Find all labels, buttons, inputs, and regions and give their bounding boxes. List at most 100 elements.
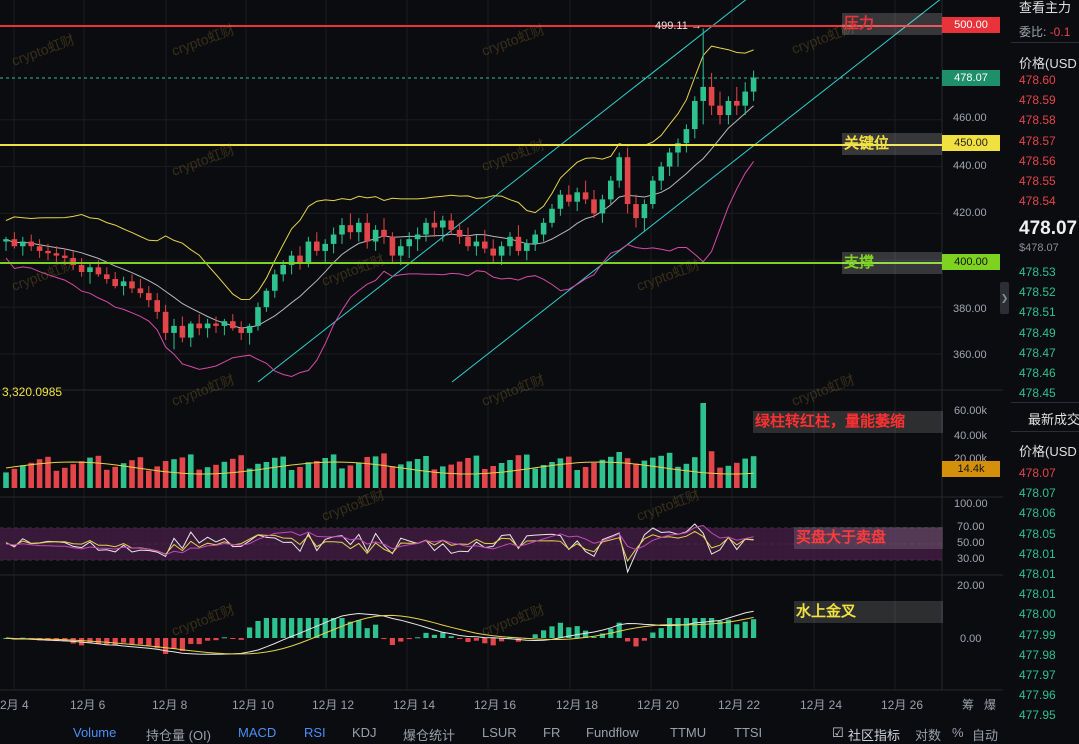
volume-bar — [36, 459, 43, 488]
bid-price-row[interactable]: 478.51 — [1019, 305, 1056, 320]
macd-bar — [263, 618, 269, 638]
volume-bar — [272, 457, 278, 488]
volume-bar — [255, 463, 261, 488]
bid-price-row[interactable]: 478.49 — [1019, 325, 1056, 340]
macd-bar — [289, 618, 295, 638]
bid-price-row[interactable]: 478.45 — [1019, 386, 1056, 401]
macd-bar — [599, 633, 605, 638]
community-indicator-icon[interactable]: ☑ — [832, 725, 844, 740]
log-scale-toggle[interactable]: 对数 — [915, 728, 942, 743]
tab-liquidation[interactable]: 爆仓统计 — [403, 728, 456, 743]
volume-bar — [675, 466, 681, 488]
candle-body — [230, 321, 236, 329]
macd-bar — [692, 618, 698, 638]
ask-price-row[interactable]: 478.57 — [1019, 133, 1056, 148]
volume-bar — [431, 469, 438, 488]
rsi-line-fast — [5, 523, 754, 574]
candle-body — [263, 290, 270, 308]
tab-kdj[interactable]: KDJ — [352, 725, 377, 740]
support-price-tag: 400.00 — [942, 254, 1000, 270]
candle-body — [146, 293, 152, 301]
macd-annotation: 水上金叉 — [794, 601, 943, 623]
percent-toggle[interactable]: % — [952, 725, 964, 740]
bid-price-row[interactable]: 478.46 — [1019, 366, 1056, 380]
candle-body — [364, 222, 370, 242]
macd-bar — [431, 634, 437, 638]
candle-body — [347, 225, 354, 233]
volume-bar — [20, 465, 26, 488]
macd-bar — [129, 638, 135, 645]
candle-body — [708, 86, 715, 106]
macd-bar — [583, 630, 589, 638]
indicator-tab-bar: Volume 持仓量 (OI) MACD RSI KDJ 爆仓统计 LSUR F… — [0, 722, 1003, 743]
price-chart-svg[interactable] — [0, 0, 1003, 743]
candle-body — [62, 255, 68, 258]
tab-fr[interactable]: FR — [543, 725, 561, 740]
volume-bar — [524, 454, 530, 488]
macd-histogram — [3, 610, 757, 655]
volume-bar — [641, 460, 648, 488]
tab-fundflow[interactable]: Fundflow — [586, 725, 639, 740]
tab-ttmu[interactable]: TTMU — [670, 725, 707, 740]
tab-lsur[interactable]: LSUR — [482, 725, 517, 740]
candle-body — [162, 311, 169, 333]
ask-price-row[interactable]: 478.54 — [1019, 194, 1056, 209]
x-tick: 12月 20 — [637, 698, 680, 712]
order-book-header[interactable]: 查看主力 — [1019, 0, 1072, 15]
rsi-tick: 50.00 — [957, 537, 985, 549]
ask-price-row[interactable]: 478.56 — [1019, 153, 1056, 168]
candles — [3, 28, 757, 350]
volume-bar — [129, 460, 135, 488]
volume-bar — [482, 469, 488, 488]
volume-bar — [717, 467, 723, 488]
volume-bar — [490, 466, 496, 488]
macd-bar — [482, 638, 488, 644]
volume-ma-line — [5, 461, 754, 475]
candle-body — [725, 100, 732, 116]
channel-lower-line — [451, 0, 941, 383]
latest-trades-title[interactable]: 最新成交 — [1028, 412, 1079, 427]
resistance-label: 压力 — [842, 13, 942, 35]
rsi-line-avg — [5, 525, 754, 556]
panel-collapse-handle[interactable]: ❯ — [1000, 282, 1009, 314]
macd-bar — [473, 638, 479, 641]
volume-tick: 60.00k — [954, 405, 988, 417]
macd-bar — [641, 638, 647, 641]
macd-bar — [146, 638, 152, 646]
volume-bar — [708, 451, 715, 488]
community-indicator-button[interactable]: 社区指标 — [848, 728, 901, 743]
tab-ttsi[interactable]: TTSI — [734, 725, 763, 740]
ask-price-row[interactable]: 478.58 — [1019, 113, 1056, 128]
ask-price-row[interactable]: 478.55 — [1019, 174, 1056, 188]
macd-bar — [389, 638, 395, 646]
macd-bar — [364, 628, 370, 638]
macd-bar — [591, 636, 597, 638]
macd-bar — [314, 618, 320, 638]
volume-bar — [339, 468, 345, 488]
bid-price-row[interactable]: 478.47 — [1019, 345, 1056, 360]
candle-body — [288, 255, 295, 265]
bid-price-row[interactable]: 478.53 — [1019, 265, 1056, 279]
candle-body — [381, 229, 387, 237]
channel-upper-line — [257, 0, 747, 383]
macd-bar — [205, 638, 211, 641]
macd-bar — [381, 638, 387, 639]
tab-open-interest[interactable]: 持仓量 (OI) — [146, 728, 211, 743]
tab-rsi[interactable]: RSI — [304, 725, 326, 740]
bollinger-middle — [5, 105, 754, 329]
candle-body — [339, 225, 345, 235]
bid-price-row[interactable]: 478.52 — [1019, 285, 1056, 300]
auto-scale-toggle[interactable]: 自动 — [972, 728, 999, 743]
price-tick: 420.00 — [953, 207, 987, 219]
ask-price-row[interactable]: 478.59 — [1019, 93, 1056, 108]
ask-price-row[interactable]: 478.60 — [1019, 73, 1056, 87]
volume-bar — [465, 458, 471, 488]
x-tick: 12月 6 — [70, 698, 106, 712]
tab-volume[interactable]: Volume — [73, 725, 117, 740]
tab-macd[interactable]: MACD — [238, 725, 277, 740]
volume-bar — [297, 467, 303, 488]
candle-body — [557, 194, 564, 209]
chart-area[interactable]: crypto虹财 crypto虹财 crypto虹财 crypto虹财 cryp… — [0, 0, 1003, 743]
macd-bar — [322, 618, 328, 638]
x-tick: 12月 24 — [800, 698, 843, 712]
